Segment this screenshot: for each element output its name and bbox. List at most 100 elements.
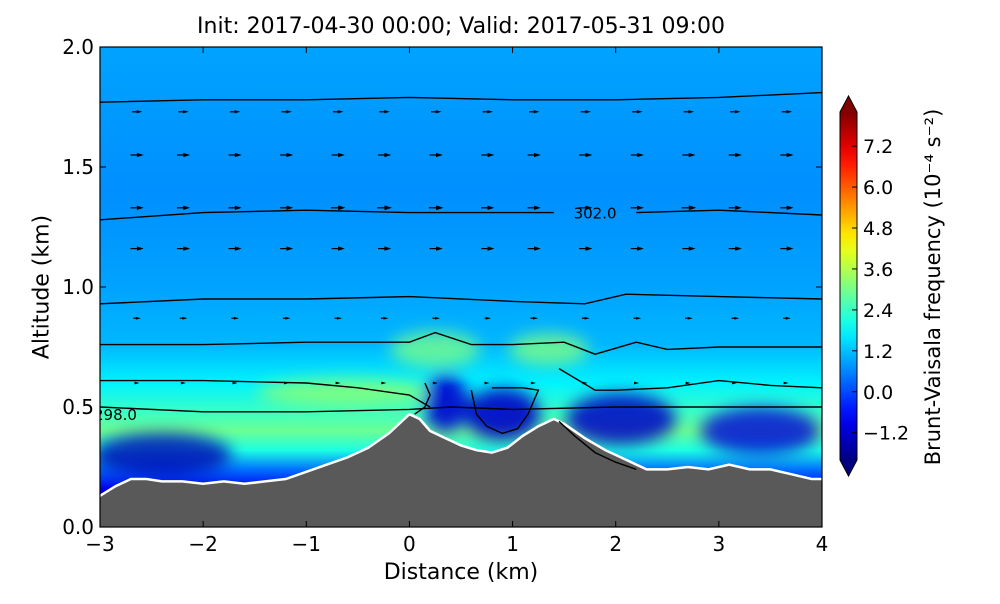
y-tick-label: 0.0 xyxy=(62,515,94,539)
wind-vector xyxy=(728,246,742,251)
y-axis-label: Altitude (km) xyxy=(29,214,55,360)
y-tick-label: 2.0 xyxy=(62,35,94,59)
wind-vector-head xyxy=(637,205,644,210)
wind-vector xyxy=(330,205,346,211)
wind-vector xyxy=(581,316,590,320)
wind-vector xyxy=(131,110,143,114)
colorbar: −1.2 0.0 1.2 2.4 3.6 4.8 6.0 7.2 xyxy=(839,94,909,478)
x-tick-label: −3 xyxy=(85,532,114,556)
colorbar-tick-label: 0.0 xyxy=(863,382,893,404)
wind-vector-head xyxy=(688,110,695,114)
wind-vector xyxy=(731,316,740,320)
wind-vector xyxy=(781,110,793,114)
wind-vector xyxy=(728,152,742,158)
wind-vector-head xyxy=(183,152,191,158)
x-axis-label: Distance (km) xyxy=(383,560,539,585)
wind-vector-head xyxy=(533,110,540,114)
contour-line xyxy=(558,420,637,471)
wind-vector-head xyxy=(286,205,294,210)
wind-vector-head xyxy=(530,381,536,385)
x-tick-label: −2 xyxy=(188,532,217,556)
wind-vector xyxy=(228,152,242,158)
wind-vector-head xyxy=(384,110,390,114)
wind-vector-head xyxy=(233,316,239,320)
wind-vector xyxy=(630,205,644,210)
wind-vector-head xyxy=(436,205,444,211)
wind-vector-head xyxy=(585,152,593,158)
wind-vector xyxy=(632,110,643,114)
wind-vector xyxy=(178,110,189,114)
wind-vector-head xyxy=(484,381,490,385)
crest-blob xyxy=(508,333,589,366)
wind-vector xyxy=(685,316,693,320)
wind-vector xyxy=(634,381,640,385)
wind-vector-head xyxy=(183,246,191,251)
wind-vector xyxy=(231,316,239,320)
wind-vector xyxy=(582,381,588,385)
wind-vector-head xyxy=(685,381,691,385)
lee-low-blob xyxy=(423,372,468,433)
wind-vector xyxy=(579,205,593,210)
wind-vector xyxy=(381,381,387,385)
wind-vector-head xyxy=(381,381,387,385)
wind-vector xyxy=(432,381,438,385)
wind-vector xyxy=(431,110,442,114)
wind-vector xyxy=(732,381,738,385)
isentrope-line xyxy=(100,293,822,305)
wind-vector xyxy=(281,110,292,114)
wind-vector-head xyxy=(585,246,593,251)
wind-vector-head xyxy=(234,152,242,158)
wind-vector xyxy=(780,246,794,251)
wind-vector xyxy=(378,246,392,251)
wind-vector xyxy=(429,152,443,158)
wind-vector-head xyxy=(485,316,491,320)
wind-vector-head xyxy=(732,381,738,385)
wind-vector xyxy=(228,205,242,210)
wind-vector-head xyxy=(384,246,392,251)
x-tick-label: −1 xyxy=(292,532,321,556)
wind-vector-head xyxy=(234,205,242,210)
wind-vector xyxy=(284,381,290,385)
wind-vector-head xyxy=(134,381,140,385)
wind-vector-head xyxy=(286,110,292,114)
wind-vector xyxy=(280,205,294,210)
wind-vector xyxy=(428,205,444,211)
colorbar-tick-label: 3.6 xyxy=(863,259,893,281)
wind-vector-head xyxy=(435,110,442,114)
wind-vector xyxy=(331,152,345,158)
wind-vector xyxy=(176,246,191,251)
wind-vector-head xyxy=(585,110,591,114)
wind-vector-head xyxy=(136,110,143,114)
wind-vector-head xyxy=(338,246,345,251)
wind-vector xyxy=(633,316,642,320)
wind-vector xyxy=(683,110,695,114)
wind-vector-head xyxy=(786,205,794,210)
wind-vector xyxy=(780,205,794,210)
wind-vector xyxy=(133,316,141,320)
wind-vector xyxy=(331,246,345,251)
isentrope-line xyxy=(100,209,554,221)
wind-vector-head xyxy=(487,246,495,251)
colorbar-tick-label: 7.2 xyxy=(863,136,893,158)
wind-vector-head xyxy=(637,246,644,251)
wind-vector-head xyxy=(384,205,392,211)
terrain-area xyxy=(100,414,822,527)
wind-vector xyxy=(681,205,697,211)
wind-vector-head xyxy=(584,316,590,320)
low-blob xyxy=(700,407,821,455)
wind-vector-head xyxy=(634,381,640,385)
wind-vector xyxy=(179,316,188,320)
wind-vector xyxy=(380,316,389,320)
wind-vector-head xyxy=(785,316,791,320)
wind-vector xyxy=(482,110,493,114)
wind-vector xyxy=(180,381,186,385)
wind-vector-head xyxy=(582,381,588,385)
wind-vector-head xyxy=(688,246,696,251)
wind-vector xyxy=(134,381,140,385)
wind-vector-head xyxy=(534,246,541,251)
y-tick-label: 0.5 xyxy=(62,395,94,419)
wind-vector xyxy=(682,246,696,251)
wind-vector xyxy=(527,152,541,158)
